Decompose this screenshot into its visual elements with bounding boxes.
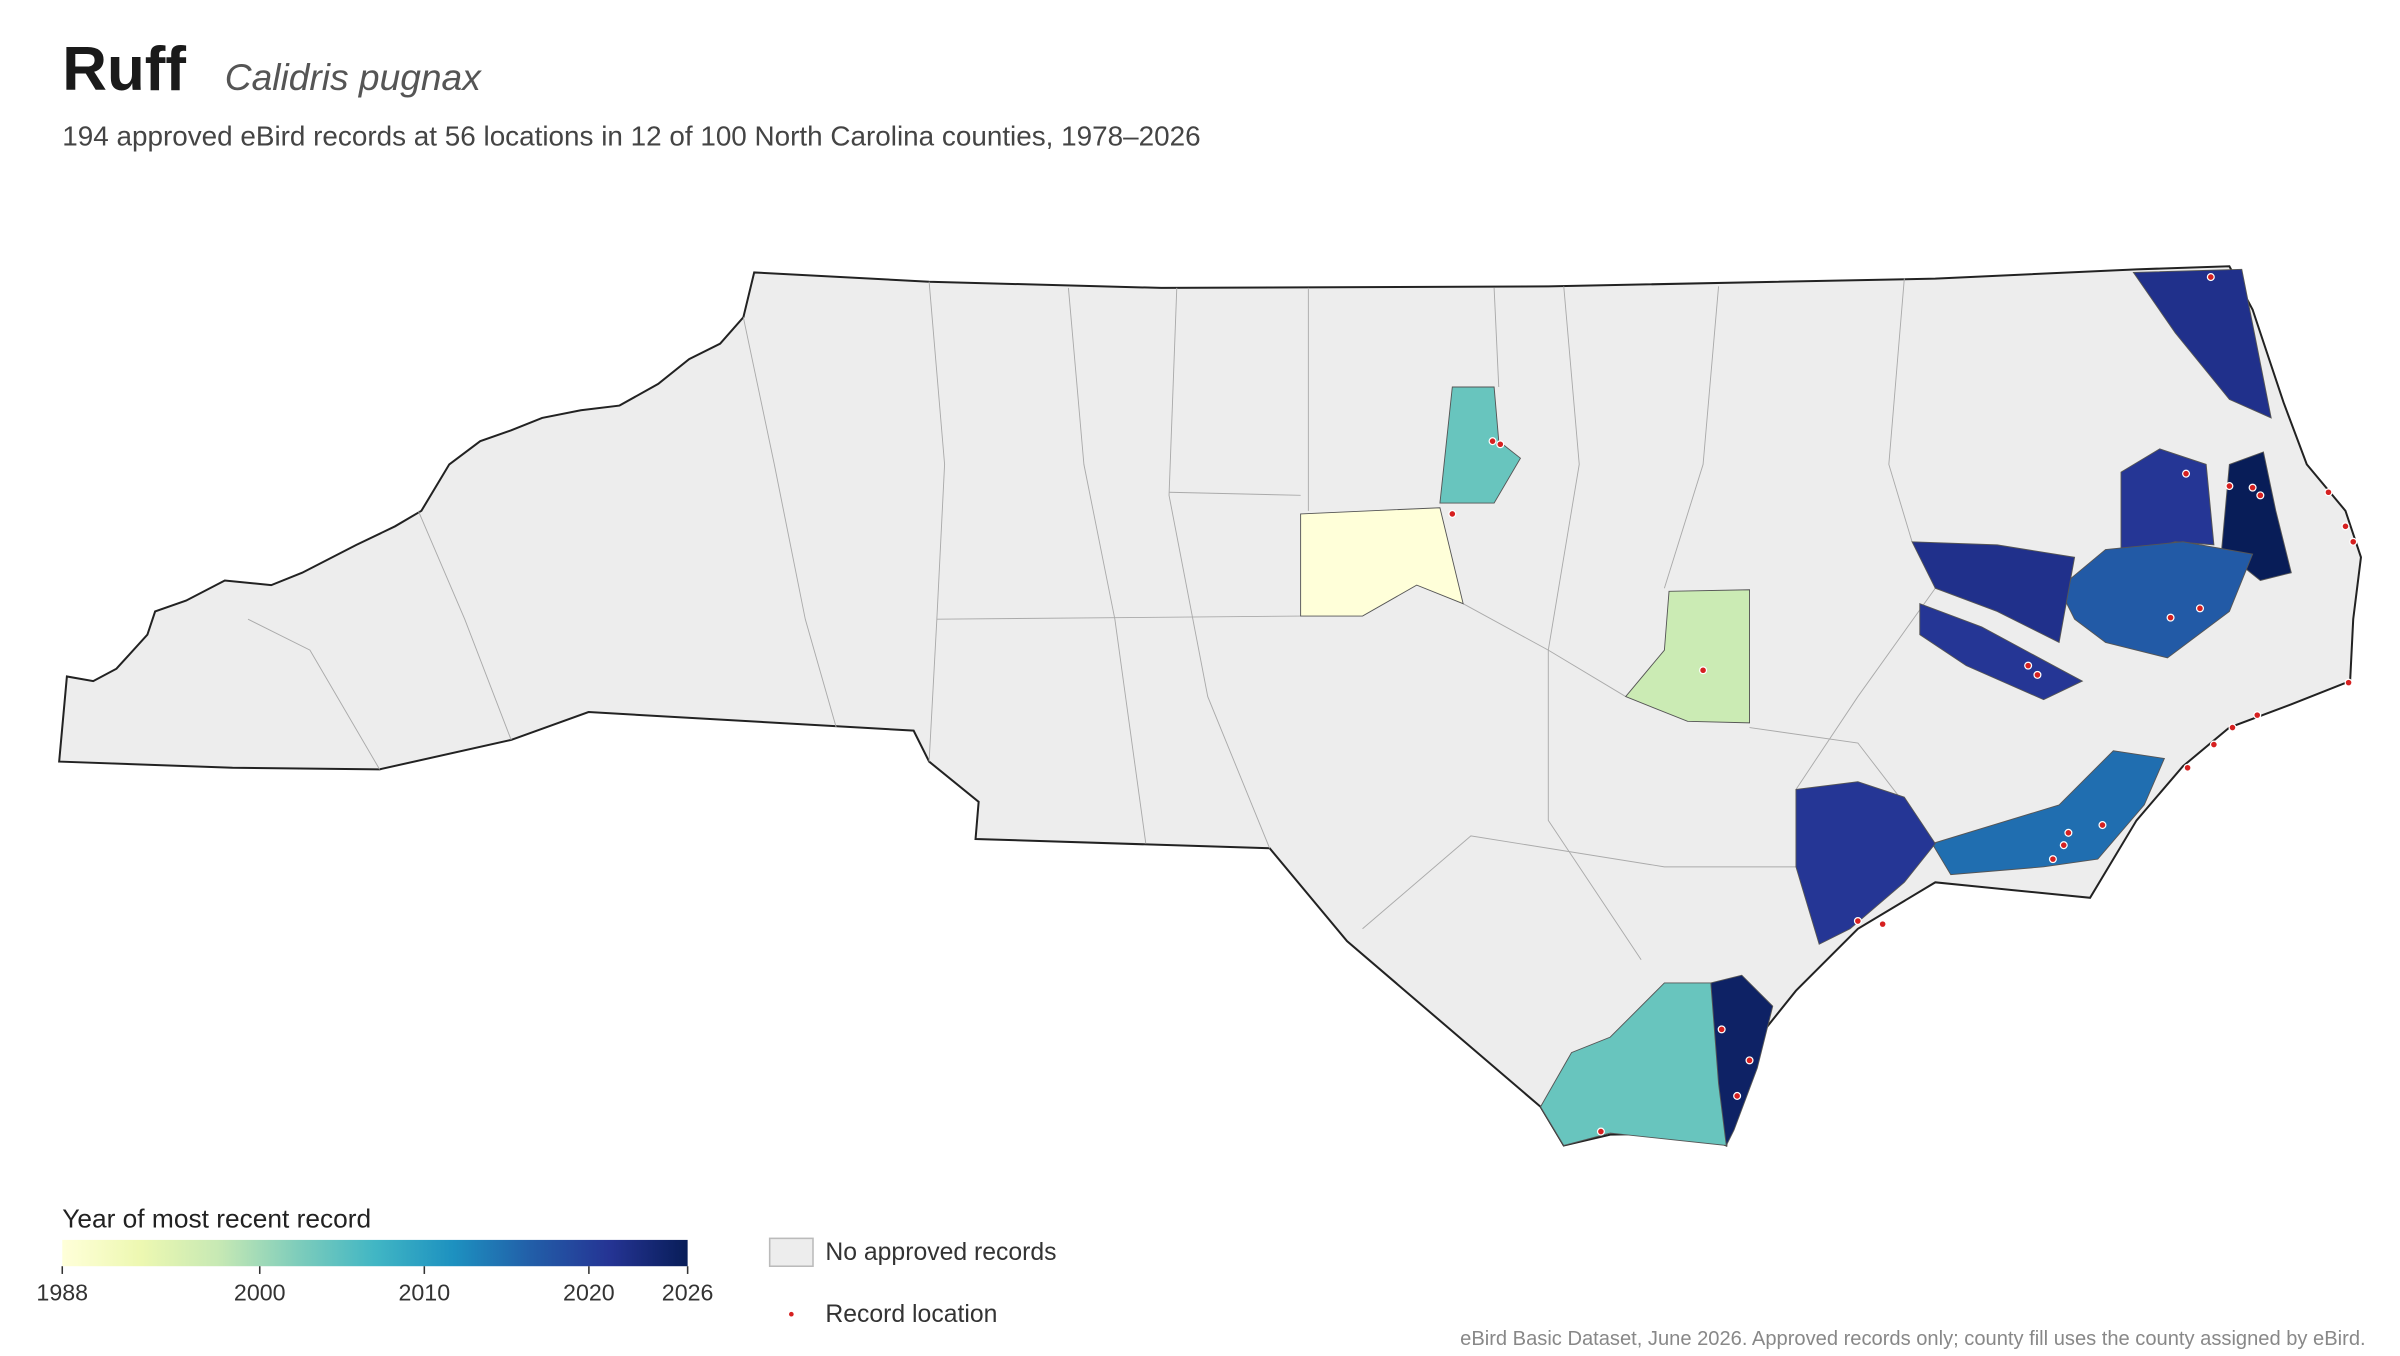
colorbar-tick-label: 2000 xyxy=(234,1279,286,1305)
record-location xyxy=(2182,469,2191,478)
county xyxy=(1795,781,1936,945)
colorbar xyxy=(62,1239,688,1267)
record-location xyxy=(2048,855,2057,864)
colorbar-tick-label: 1988 xyxy=(36,1279,88,1305)
record-location xyxy=(2195,604,2204,613)
footnote: eBird Basic Dataset, June 2026. Approved… xyxy=(1460,1328,2365,1350)
county xyxy=(1439,386,1522,504)
county xyxy=(1919,603,2084,701)
record-swatch xyxy=(789,1311,794,1317)
record-location xyxy=(2033,670,2042,679)
record-location xyxy=(1699,666,1708,675)
record-location xyxy=(2183,763,2192,772)
record-location xyxy=(2228,723,2237,732)
record-location xyxy=(2225,482,2234,491)
record-location xyxy=(2341,522,2350,531)
county xyxy=(2058,541,2254,659)
subtitle: 194 approved eBird records at 56 locatio… xyxy=(62,121,1200,152)
no-records-swatch xyxy=(768,1237,814,1267)
record-location xyxy=(2206,273,2215,282)
legend-title: Year of most recent record xyxy=(62,1204,371,1234)
record-location xyxy=(2344,678,2353,687)
record-location xyxy=(1596,1127,1605,1136)
colorbar-tick-label: 2026 xyxy=(662,1279,714,1305)
legend-label: Record location xyxy=(825,1301,997,1328)
record-location xyxy=(2059,841,2068,850)
record-location xyxy=(2064,828,2073,837)
record-location xyxy=(1448,509,1457,518)
record-location xyxy=(2324,488,2333,497)
county xyxy=(1911,541,2076,644)
title: Ruff xyxy=(62,35,186,104)
record-location xyxy=(2349,537,2358,546)
record-location xyxy=(1496,440,1505,449)
record-location xyxy=(2209,740,2218,749)
colorbar-tick-label: 2010 xyxy=(399,1279,451,1305)
record-location xyxy=(2248,483,2257,492)
county xyxy=(2132,268,2272,419)
county xyxy=(1540,982,1727,1147)
record-location xyxy=(2253,711,2262,720)
map xyxy=(58,265,2362,1147)
record-location xyxy=(1853,917,1862,926)
county-lines xyxy=(247,278,1936,960)
record-location xyxy=(1745,1056,1754,1065)
colorbar-tick-label: 2020 xyxy=(563,1279,615,1305)
county xyxy=(1931,750,2166,876)
county xyxy=(2120,448,2215,558)
record-location xyxy=(2256,491,2265,500)
record-location xyxy=(1488,437,1497,446)
county xyxy=(1624,589,1750,724)
state-outline xyxy=(58,265,2362,1147)
record-location xyxy=(1733,1091,1742,1100)
legend-label: No approved records xyxy=(825,1239,1056,1266)
record-location xyxy=(2098,821,2107,830)
record-location xyxy=(2166,613,2175,622)
record-location xyxy=(1878,920,1887,929)
scientific-name: Calidris pugnax xyxy=(225,56,482,98)
county xyxy=(1300,507,1464,617)
record-location xyxy=(2024,661,2033,670)
record-location xyxy=(1717,1025,1726,1034)
